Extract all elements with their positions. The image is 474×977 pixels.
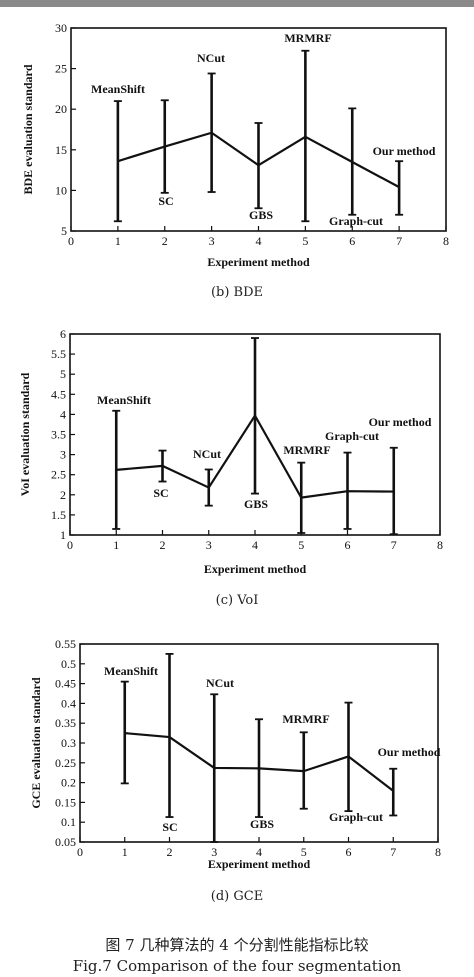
- y-tick-label: 4: [60, 407, 66, 421]
- x-tick-label: 2: [160, 538, 166, 552]
- x-tick-label: 4: [256, 234, 262, 248]
- x-tick-label: 5: [298, 538, 304, 552]
- y-axis-title: GCE evaluation standard: [29, 677, 43, 809]
- y-tick-label: 0.45: [55, 677, 76, 691]
- y-tick-label: 4.5: [51, 387, 66, 401]
- voi-caption: (c) VoI: [215, 593, 259, 608]
- x-tick-label: 0: [68, 234, 74, 248]
- method-label: GBS: [244, 497, 268, 511]
- x-axis-title: Experiment method: [208, 857, 311, 871]
- y-tick-label: 0.5: [61, 657, 76, 671]
- x-tick-label: 5: [301, 845, 307, 859]
- y-tick-label: 0.25: [55, 756, 76, 770]
- y-tick-label: 0.05: [55, 835, 76, 849]
- x-tick-label: 6: [345, 538, 351, 552]
- y-tick-label: 5: [60, 367, 66, 381]
- figure-caption-en: Fig.7 Comparison of the four segmentatio…: [72, 957, 402, 975]
- y-axis-title: BDE evaluation standard: [21, 64, 35, 194]
- method-label: MeanShift: [104, 664, 158, 678]
- y-tick-label: 0.1: [61, 815, 76, 829]
- series-line: [117, 131, 400, 189]
- bde-chart: 0 1 2 3 4 5 6 7 8 5 10 15 20 25 30 Experiment method BDE…: [21, 21, 449, 269]
- panel-voi: 0 1 2 3 4 5 6 7 8 1 1.5 2 2.5 3 3.5 4 4.5 5 5.5 6 Experiment…: [0, 318, 474, 618]
- y-tick-label: 6: [60, 327, 66, 341]
- method-label: Graph-cut: [325, 429, 379, 443]
- y-tick-label: 1.5: [51, 508, 66, 522]
- y-tick-label: 1: [60, 528, 66, 542]
- y-tick-label: 2: [60, 488, 66, 502]
- x-tick-label: 2: [162, 234, 168, 248]
- method-label: MRMRF: [283, 443, 330, 457]
- method-label: GBS: [249, 208, 273, 222]
- y-tick-label: 5: [61, 224, 67, 238]
- method-label: SC: [162, 820, 177, 834]
- y-tick-label: 3: [60, 448, 66, 462]
- y-tick-label: 15: [55, 143, 67, 157]
- y-tick-label: 10: [55, 183, 67, 197]
- x-tick-label: 1: [115, 234, 121, 248]
- method-label: SC: [158, 194, 173, 208]
- y-tick-label: 0.55: [55, 637, 76, 651]
- x-tick-label: 7: [396, 234, 402, 248]
- gce-chart: 0 1 2 3 4 5 6 7 8 0.05 0.1 0.15 0.2 0.25 0.3 0.35 0.4 0.4…: [29, 637, 441, 871]
- method-label: Our method: [369, 415, 432, 429]
- x-axis-title: Experiment method: [207, 255, 310, 269]
- x-tick-label: 8: [443, 234, 449, 248]
- method-label: Graph-cut: [329, 810, 383, 824]
- panel-bde: 0 1 2 3 4 5 6 7 8 5 10 15 20 25 30 Experiment method BDE…: [0, 0, 474, 310]
- gce-caption: (d) GCE: [210, 889, 264, 904]
- x-tick-label: 7: [390, 845, 396, 859]
- y-tick-label: 30: [55, 21, 67, 35]
- x-tick-label: 1: [113, 538, 119, 552]
- method-label: Our method: [378, 745, 441, 759]
- x-tick-label: 6: [346, 845, 352, 859]
- method-label: NCut: [206, 676, 234, 690]
- x-tick-label: 5: [302, 234, 308, 248]
- method-label: MeanShift: [97, 393, 151, 407]
- y-tick-label: 20: [55, 102, 67, 116]
- bde-caption: (b) BDE: [210, 285, 264, 300]
- y-tick-label: 0.2: [61, 776, 76, 790]
- series-line: [116, 414, 394, 499]
- top-edge-band: [0, 0, 474, 7]
- panel-gce: 0 1 2 3 4 5 6 7 8 0.05 0.1 0.15 0.2 0.25 0.3 0.35 0.4 0.4…: [0, 625, 474, 915]
- method-label: MRMRF: [282, 712, 329, 726]
- y-tick-label: 2.5: [51, 468, 66, 482]
- x-tick-label: 8: [435, 845, 441, 859]
- x-tick-label: 8: [437, 538, 443, 552]
- y-tick-label: 5.5: [51, 347, 66, 361]
- method-label: NCut: [193, 447, 221, 461]
- x-tick-label: 6: [349, 234, 355, 248]
- y-tick-label: 25: [55, 62, 67, 76]
- y-tick-label: 0.3: [61, 736, 76, 750]
- y-axis-title: VoI evaluation standard: [18, 372, 32, 496]
- x-tick-label: 0: [77, 845, 83, 859]
- x-tick-label: 4: [256, 845, 262, 859]
- method-label: Our method: [373, 144, 436, 158]
- method-label: SC: [153, 486, 168, 500]
- x-tick-label: 3: [209, 234, 215, 248]
- x-tick-label: 2: [167, 845, 173, 859]
- x-tick-label: 3: [211, 845, 217, 859]
- method-label: Graph-cut: [329, 214, 383, 228]
- x-tick-label: 4: [252, 538, 258, 552]
- method-label: MeanShift: [91, 82, 145, 96]
- x-tick-label: 1: [122, 845, 128, 859]
- method-label: GBS: [250, 817, 274, 831]
- y-tick-label: 0.4: [61, 696, 76, 710]
- x-axis-title: Experiment method: [204, 562, 307, 576]
- x-tick-label: 0: [67, 538, 73, 552]
- y-tick-label: 0.35: [55, 716, 76, 730]
- voi-chart: 0 1 2 3 4 5 6 7 811.522.533.544.555.56Experiment…: [18, 327, 443, 576]
- method-label: NCut: [197, 51, 225, 65]
- series-line: [124, 732, 394, 792]
- y-tick-label: 3.5: [51, 428, 66, 442]
- method-label: MRMRF: [284, 31, 331, 45]
- figure-caption-cn: 图 7 几种算法的 4 个分割性能指标比较: [105, 936, 369, 954]
- x-tick-label: 3: [206, 538, 212, 552]
- y-tick-label: 0.15: [55, 795, 76, 809]
- x-tick-label: 7: [391, 538, 397, 552]
